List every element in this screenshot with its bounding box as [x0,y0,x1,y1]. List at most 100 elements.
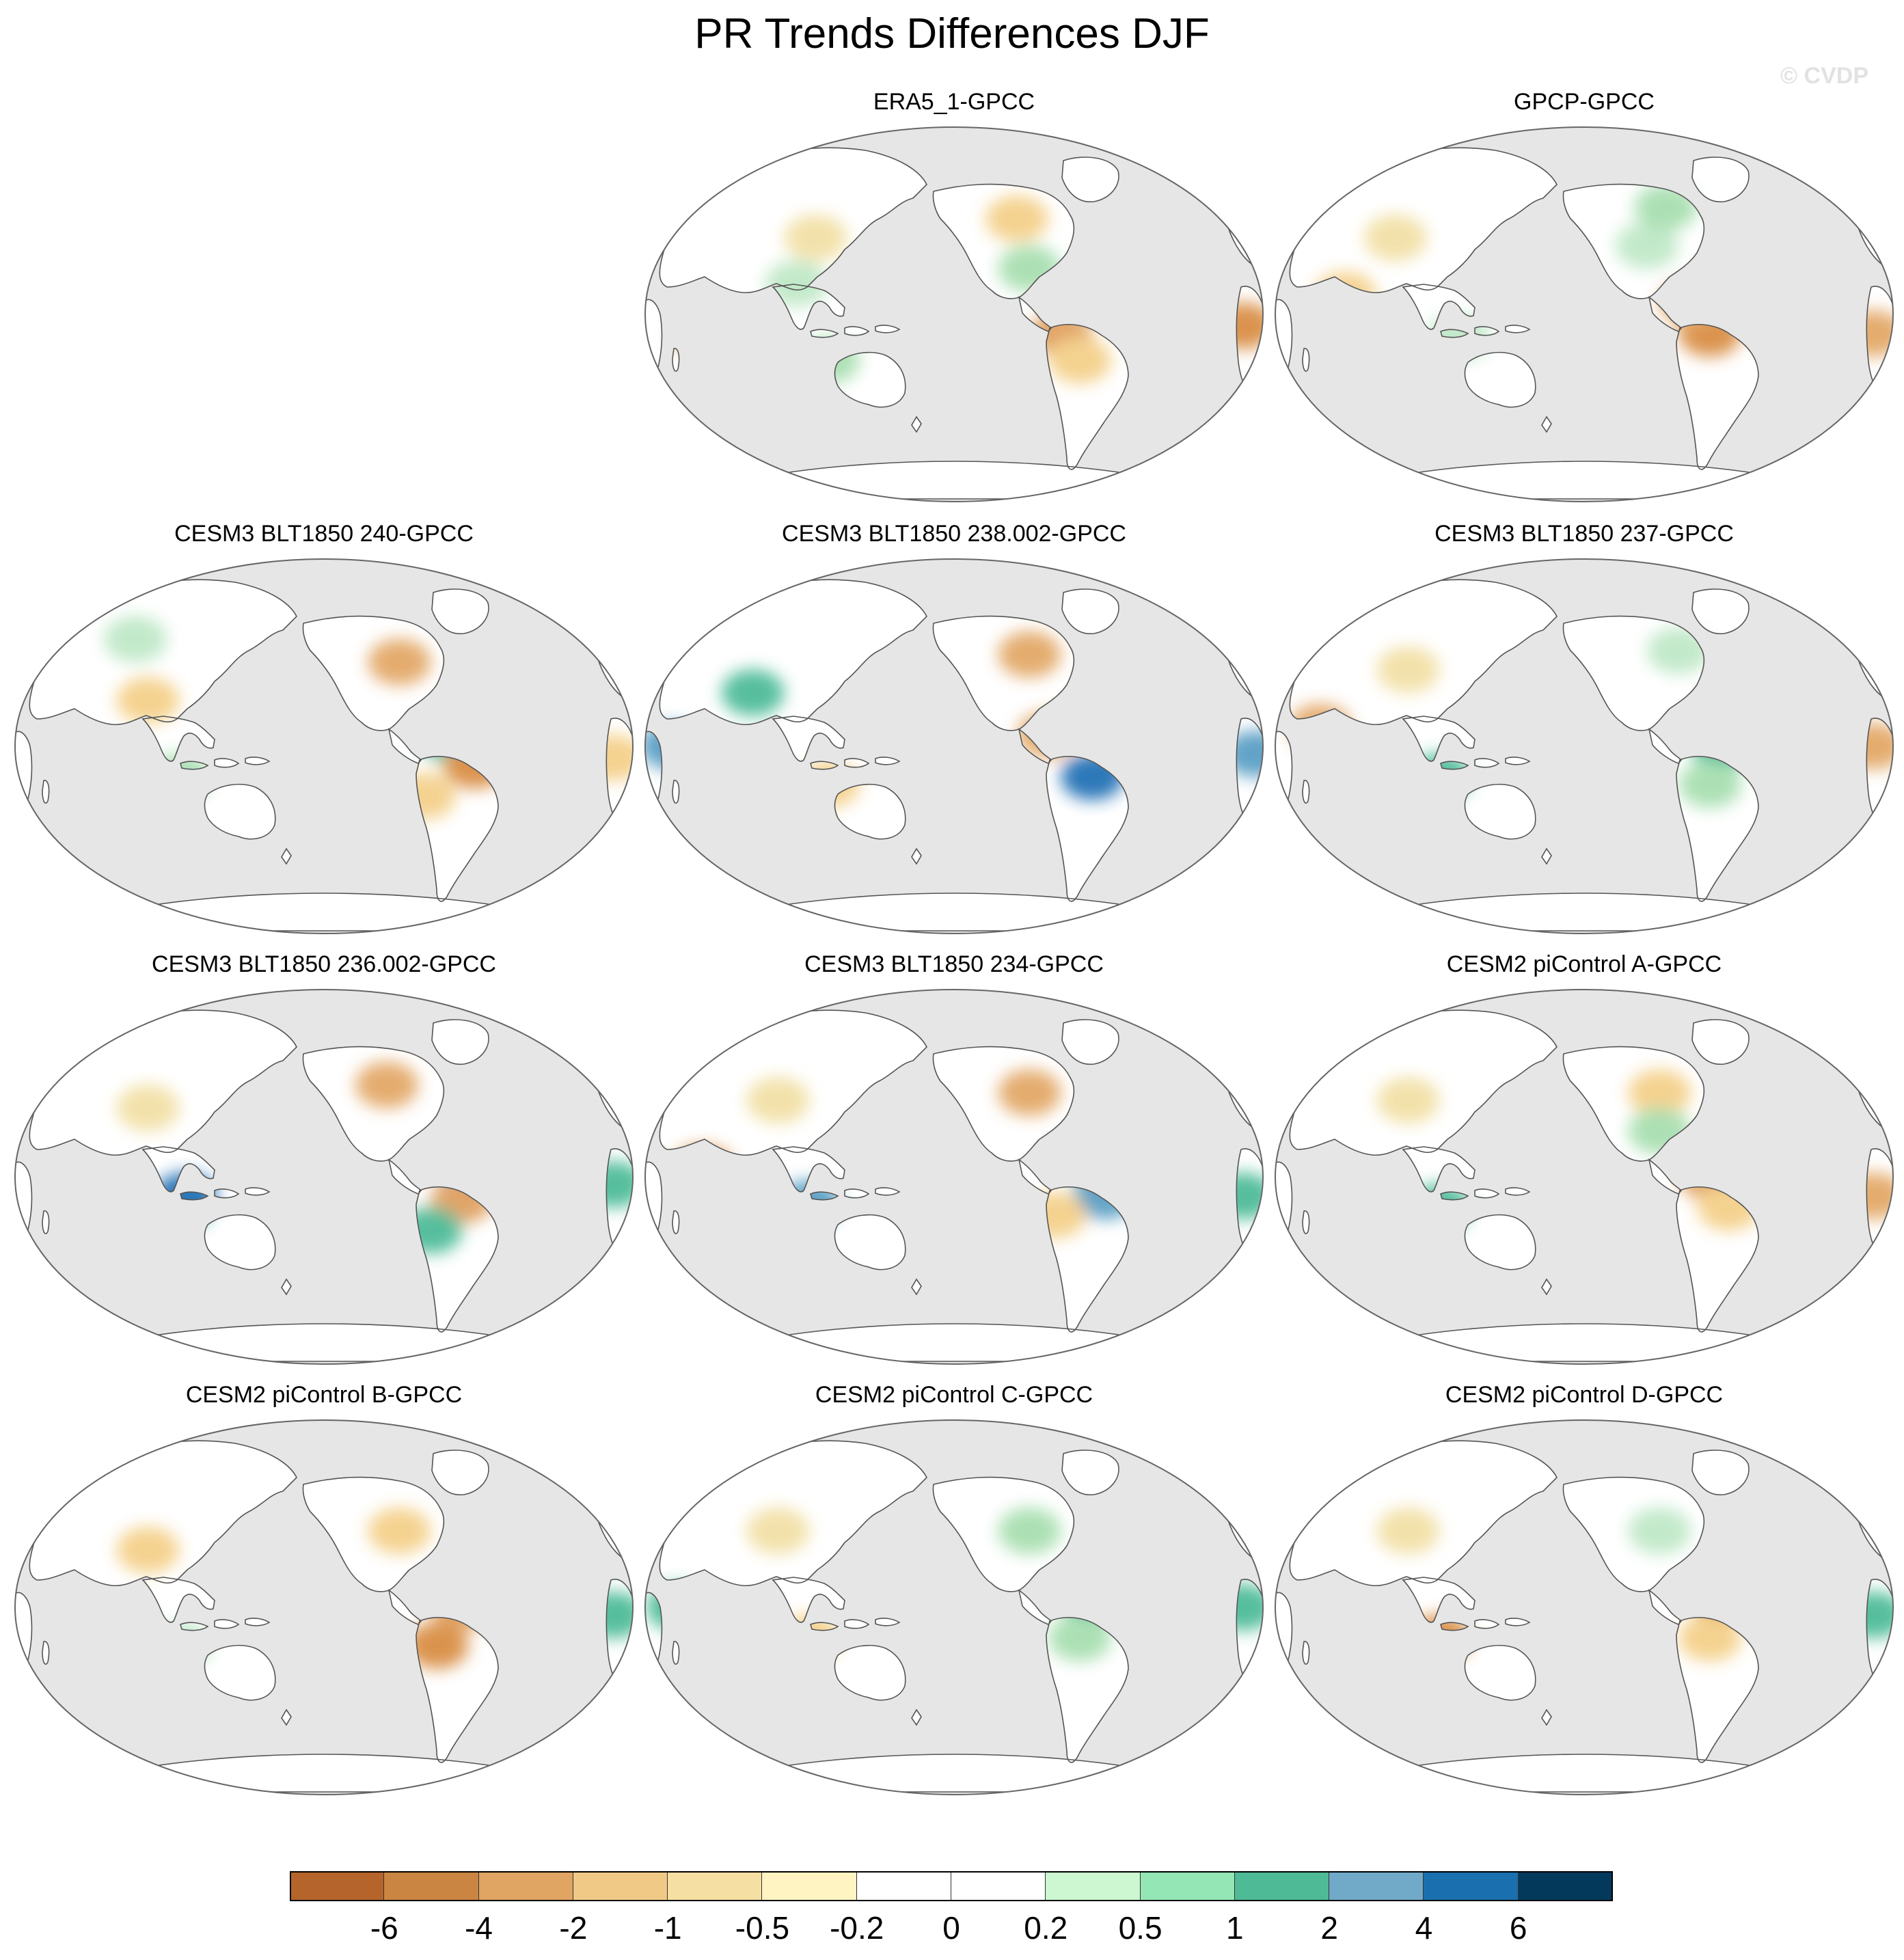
colorbar-label: -0.5 [735,1910,790,1946]
colorbar-label: 0.2 [1024,1910,1068,1946]
map-panel: CESM2 piControl B-GPCC [10,1382,638,1795]
world-map [14,558,634,934]
colorbar-label: 2 [1320,1910,1338,1946]
colorbar-swatch [478,1871,573,1901]
anomaly-patch [116,677,180,724]
panel-title: CESM3 BLT1850 240-GPCC [174,521,474,547]
colorbar-label: 0.5 [1118,1910,1162,1946]
colorbar-swatch [856,1871,951,1901]
map-border [1275,126,1894,502]
colorbar-swatch [951,1871,1046,1901]
panel-title: CESM3 BLT1850 236.002-GPCC [152,951,496,977]
anomaly-patch [721,669,785,716]
anomaly-patch [1376,1508,1440,1554]
map-border [14,558,634,934]
map-border [1275,1419,1894,1795]
colorbar-swatch [1518,1871,1613,1901]
world-map [644,558,1264,934]
panel-title: CESM3 BLT1850 237-GPCC [1434,521,1734,547]
anomaly-patch [1224,731,1263,778]
panel-title: GPCP-GPCC [1514,89,1655,115]
map-panel: CESM3 BLT1850 237-GPCC [1270,521,1899,934]
anomaly-patch [998,631,1061,678]
anomaly-patch [784,215,847,261]
world-map [644,126,1264,502]
map-border [644,126,1264,502]
panel-title: ERA5_1-GPCC [873,89,1035,115]
map-panel: CESM2 piControl C-GPCC [640,1382,1268,1795]
anomaly-patch [1678,761,1741,808]
anomaly-patch [746,1077,810,1124]
panel-title: CESM2 piControl C-GPCC [815,1382,1093,1408]
colorbar-label: 0 [942,1910,960,1946]
colorbar-swatch [1046,1871,1141,1901]
anomaly-patch [985,195,1048,242]
map-panel: CESM3 BLT1850 238.002-GPCC [640,521,1268,934]
map-border [14,1419,634,1795]
world-map [14,1419,634,1795]
world-map [1275,558,1894,934]
anomaly-patch [355,1061,418,1108]
panel-title: CESM2 piControl B-GPCC [185,1382,463,1408]
colorbar-swatch [1140,1871,1235,1901]
map-panel: ERA5_1-GPCC [640,89,1268,502]
anomaly-patch [1048,1614,1111,1661]
anomaly-patch [1376,1077,1440,1124]
anomaly-patch [1376,646,1440,693]
anomaly-patch [1647,627,1710,674]
anomaly-patch [1628,1069,1691,1116]
map-border [644,1419,1264,1795]
colorbar-label: -0.2 [830,1910,884,1946]
map-panel: CESM3 BLT1850 236.002-GPCC [10,951,638,1365]
coastlines [15,1009,633,1362]
world-map [14,989,634,1365]
anomaly-patch [746,1508,810,1554]
colorbar-label: -4 [465,1910,493,1946]
colorbar-swatch [573,1871,668,1901]
anomaly-patch [1628,1508,1691,1554]
world-map [644,989,1264,1365]
map-panel: CESM3 BLT1850 240-GPCC [10,521,638,934]
map-panel: CESM2 piControl A-GPCC [1270,951,1899,1365]
panel-title: CESM3 BLT1850 238.002-GPCC [782,521,1126,547]
colorbar-label: 1 [1226,1910,1244,1946]
map-border [14,989,634,1365]
anomaly-patch [1616,222,1678,269]
anomaly-patch [368,638,431,685]
colorbar-swatch [1234,1871,1330,1901]
colorbar: -6 -4 -2 -1 -0.5 -0.2 0 0.2 0.5 1 2 4 6 [290,1871,1613,1946]
anomaly-patch [116,1085,180,1132]
colorbar-swatch [384,1871,479,1901]
anomaly-patch [104,616,167,663]
colorbar-frame [290,1871,1613,1901]
colorbar-swatch [1424,1871,1519,1901]
map-panel: CESM3 BLT1850 234-GPCC [640,951,1268,1365]
world-map [1275,989,1894,1365]
map-panel: GPCP-GPCC [1270,89,1899,502]
panel-title: CESM3 BLT1850 234-GPCC [804,951,1104,977]
colorbar-swatch [668,1871,763,1901]
panel-title: CESM2 piControl A-GPCC [1446,951,1722,977]
colorbar-swatch [1329,1871,1424,1901]
anomaly-patch [1364,215,1427,261]
watermark: © CVDP [1780,63,1868,89]
world-map [1275,126,1894,502]
anomaly-patch [765,260,828,308]
map-border [1275,989,1894,1365]
world-map [644,1419,1264,1795]
colorbar-label: 4 [1415,1910,1433,1946]
coastlines [645,1009,1263,1362]
colorbar-label: -2 [559,1910,588,1946]
map-border [1275,558,1894,934]
panel-title: CESM2 piControl D-GPCC [1445,1382,1724,1408]
colorbar-label: -1 [653,1910,682,1946]
colorbar-swatch [290,1871,385,1901]
map-panel: CESM2 piControl D-GPCC [1270,1382,1899,1795]
map-border [644,558,1264,934]
page-title: PR Trends Differences DJF [694,10,1210,57]
anomaly-patch [1678,1614,1741,1661]
anomaly-patch [368,1508,431,1554]
colorbar-swatch [762,1871,857,1901]
map-border [644,989,1264,1365]
anomaly-patch [1048,337,1111,384]
